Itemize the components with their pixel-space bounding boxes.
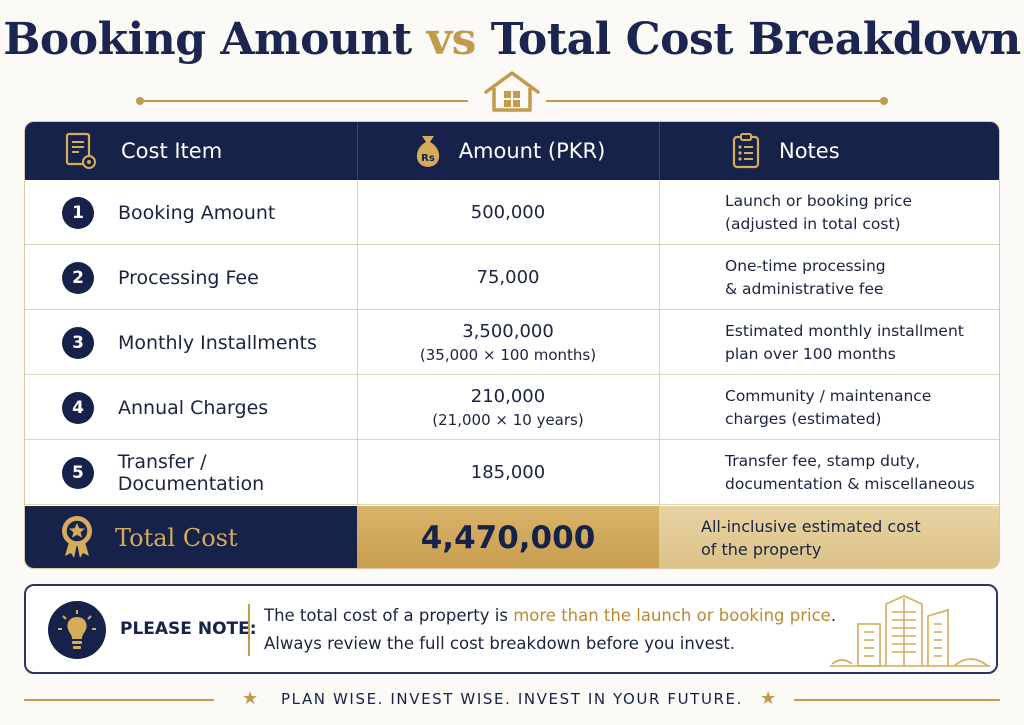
table-row: 1 Booking Amount 500,000 Launch or booki…: [25, 180, 999, 245]
header-cost-item: Cost Item: [25, 122, 357, 180]
row-amount: 75,000: [476, 266, 540, 288]
please-note-label: PLEASE NOTE:: [120, 619, 257, 639]
title-part1: Booking Amount: [3, 14, 412, 65]
row-amount: 3,500,000: [462, 320, 554, 342]
row-note: One-time processing & administrative fee: [725, 256, 886, 298]
row-number: 5: [62, 456, 94, 489]
total-label: Total Cost: [115, 524, 238, 552]
row-number: 3: [62, 326, 94, 359]
row-note: Estimated monthly installment plan over …: [725, 321, 964, 363]
table-row: 3 Monthly Installments 3,500,000 (35,000…: [25, 310, 999, 375]
money-bag-icon: Rs: [411, 132, 445, 170]
row-item: Booking Amount: [118, 201, 276, 224]
svg-text:Rs: Rs: [421, 153, 435, 164]
page-title: Booking Amount vs Total Cost Breakdown: [0, 14, 1024, 65]
row-item: Monthly Installments: [118, 331, 317, 354]
row-amount: 210,000: [470, 385, 546, 407]
house-icon: [482, 70, 542, 118]
title-part2: Total Cost Breakdown: [490, 14, 1022, 65]
footer-tagline: PLAN WISE. INVEST WISE. INVEST IN YOUR F…: [281, 690, 743, 708]
medal-icon: [59, 514, 95, 562]
title-vs: vs: [426, 14, 477, 65]
row-note: Community / maintenance charges (estimat…: [725, 386, 932, 428]
star-icon: ★: [242, 688, 259, 709]
row-amount: 500,000: [470, 201, 546, 223]
header-notes: Notes: [659, 122, 999, 180]
star-icon: ★: [760, 688, 777, 709]
total-amount: 4,470,000: [357, 506, 659, 568]
cost-table: Cost Item Rs Amount (PKR): [24, 121, 1000, 569]
row-note: Transfer fee, stamp duty, documentation …: [725, 451, 975, 493]
total-note: All-inclusive estimated cost of the prop…: [659, 506, 999, 568]
row-number: 4: [62, 391, 94, 424]
total-row: Total Cost 4,470,000 All-inclusive estim…: [25, 506, 999, 568]
title-divider: [136, 71, 888, 112]
row-amount: 185,000: [470, 461, 546, 483]
row-amount-detail: (21,000 × 10 years): [432, 410, 584, 429]
note-box: PLEASE NOTE: The total cost of a propert…: [24, 584, 998, 674]
lightbulb-icon: [48, 601, 106, 659]
table-header: Cost Item Rs Amount (PKR): [25, 122, 999, 180]
document-icon: [65, 132, 97, 170]
row-item: Transfer / Documentation: [117, 450, 265, 495]
footer: ★ PLAN WISE. INVEST WISE. INVEST IN YOUR…: [24, 688, 1000, 712]
row-number: 1: [62, 196, 94, 229]
clipboard-icon: [731, 132, 761, 170]
note-text: The total cost of a property is more tha…: [264, 606, 837, 653]
note-highlight: more than the launch or booking price: [513, 606, 831, 625]
row-item: Processing Fee: [118, 266, 259, 289]
table-row: 2 Processing Fee 75,000 One-time process…: [25, 245, 999, 310]
row-item: Annual Charges: [118, 396, 269, 419]
row-number: 2: [62, 261, 94, 294]
row-note: Launch or booking price (adjusted in tot…: [725, 191, 913, 233]
city-buildings-icon: [830, 586, 990, 672]
header-amount: Rs Amount (PKR): [357, 122, 659, 180]
table-row: 4 Annual Charges 210,000 (21,000 × 10 ye…: [25, 375, 999, 440]
table-row: 5 Transfer / Documentation 185,000 Trans…: [25, 440, 999, 505]
row-amount-detail: (35,000 × 100 months): [419, 345, 597, 364]
